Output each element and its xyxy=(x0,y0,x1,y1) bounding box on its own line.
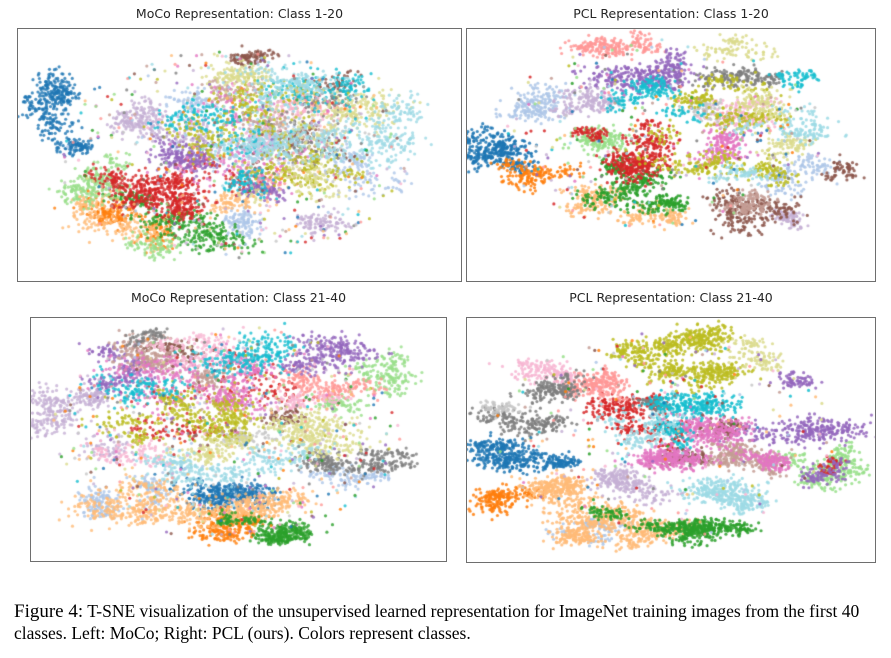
plot-area-moco-21-40 xyxy=(30,317,447,562)
figure-caption-label: Figure 4: xyxy=(14,601,84,622)
plot-title-moco-21-40: MoCo Representation: Class 21-40 xyxy=(130,290,347,305)
figure-caption: Figure 4: T-SNE visualization of the uns… xyxy=(14,600,886,645)
plot-area-pcl-21-40 xyxy=(466,317,876,563)
tsne-scatter-pcl-21-40 xyxy=(467,318,875,562)
plot-area-moco-1-20 xyxy=(17,28,462,282)
figure-caption-text: T-SNE visualization of the unsupervised … xyxy=(14,601,860,644)
plot-title-pcl-21-40: PCL Representation: Class 21-40 xyxy=(569,290,773,305)
tsne-scatter-pcl-1-20 xyxy=(467,29,875,281)
tsne-scatter-moco-1-20 xyxy=(18,29,461,281)
plot-area-pcl-1-20 xyxy=(466,28,876,282)
plot-title-pcl-1-20: PCL Representation: Class 1-20 xyxy=(573,6,769,21)
plot-title-moco-1-20: MoCo Representation: Class 1-20 xyxy=(135,6,344,21)
tsne-scatter-moco-21-40 xyxy=(31,318,446,561)
